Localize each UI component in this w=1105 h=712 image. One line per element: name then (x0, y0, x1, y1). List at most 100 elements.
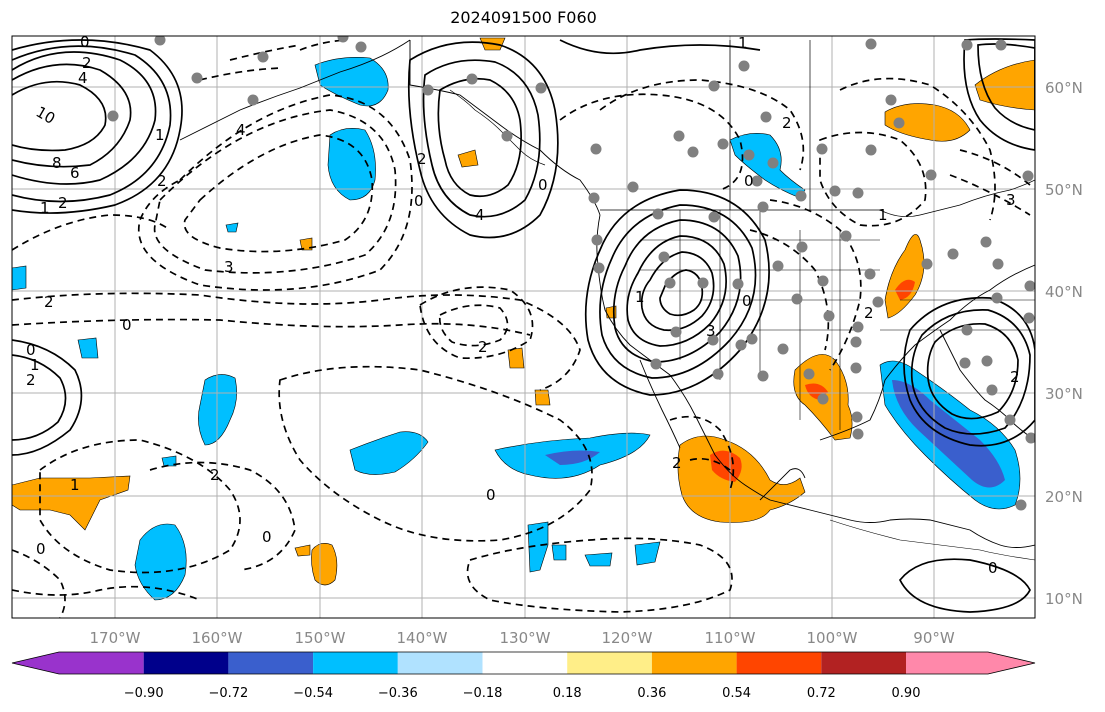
longitude-label: 100°W (807, 629, 858, 647)
contour-label: 2 (672, 454, 682, 472)
latitude-label: 20°N (1045, 488, 1083, 506)
shade-blue (161, 455, 177, 467)
map-content: 0 2 4 10 8 6 2 4 2 1 3 2 0 0 1 2 2 0 4 2… (12, 33, 1035, 618)
map-title: 2024091500 F060 (450, 8, 597, 27)
colorbar-tick-label: 0.36 (637, 686, 666, 701)
latitude-label: 50°N (1045, 181, 1083, 199)
colorbar-segment (397, 652, 483, 674)
longitude-label: 110°W (705, 629, 756, 647)
shade-orange (457, 149, 479, 168)
contour-label: 4 (236, 121, 246, 139)
contour-label: 1 (635, 288, 645, 306)
shade-blue (77, 337, 99, 359)
longitude-label: 150°W (295, 629, 346, 647)
latitude-label: 30°N (1045, 385, 1083, 403)
shade-blue (551, 544, 567, 561)
shade-blue (584, 552, 613, 567)
colorbar-segment (906, 652, 988, 674)
colorbar-tick-label: −0.72 (208, 686, 248, 701)
contour-label: 1 (738, 34, 748, 52)
contour-label: 0 (26, 341, 36, 359)
contour-label: 3 (224, 258, 234, 276)
contour-label: 0 (36, 540, 46, 558)
shade-darkblue (545, 450, 600, 465)
colorbar-tick-label: 0.72 (807, 686, 836, 701)
map-background (12, 36, 1035, 618)
latitude-label: 10°N (1045, 590, 1083, 608)
map-frame (11, 35, 1036, 619)
contour-label: 0 (538, 176, 548, 194)
longitude-label: 120°W (602, 629, 653, 647)
contour-labels: 0 2 4 10 8 6 2 4 2 1 3 2 0 0 1 2 2 0 4 2… (26, 33, 1020, 577)
contour-label: 2 (26, 371, 36, 389)
contour-label: 1 (878, 206, 888, 224)
latitude-labels: 60°N 50°N 40°N 30°N 20°N 10°N (1045, 79, 1083, 608)
contour-label: 0 (742, 292, 752, 310)
contour-label: 4 (78, 69, 88, 87)
longitude-label: 90°W (913, 629, 955, 647)
shade-blue (349, 431, 429, 475)
colorbar-outline (11, 651, 1036, 675)
colorbar-segment (313, 652, 398, 674)
colorbar-tick-label: 0.18 (553, 686, 582, 701)
contour-label: 0 (122, 316, 132, 334)
shade-blue (225, 222, 239, 233)
contour-label: 2 (782, 114, 792, 132)
contour-label: 1 (70, 476, 80, 494)
colorbar-tick-label: −0.18 (463, 686, 503, 701)
station-dots (107, 36, 1035, 511)
colorbar-tick-label: 0.54 (722, 686, 751, 701)
colorbar-tick-label: −0.90 (124, 686, 164, 701)
contour-label: 2 (417, 150, 427, 168)
coastlines (179, 39, 1035, 561)
contour-label: 2 (58, 194, 68, 212)
shade-orange (534, 389, 551, 406)
colorbar-tick-label: −0.36 (378, 686, 418, 701)
longitude-label: 170°W (90, 629, 141, 647)
latitude-label: 40°N (1045, 283, 1083, 301)
shade-orange (299, 237, 313, 251)
contour-label: 0 (414, 192, 424, 210)
colorbar-segment (821, 652, 906, 674)
contour-label: 0 (988, 559, 998, 577)
shade-blue (634, 541, 661, 566)
colorbar-segment (143, 652, 229, 674)
contour-label: 3 (706, 322, 716, 340)
latitude-label: 60°N (1045, 79, 1083, 97)
contour-label: 1 (30, 356, 40, 374)
shade-darkblue (892, 380, 1005, 488)
contour-label: 1 (40, 199, 50, 217)
contour-label: 0 (486, 486, 496, 504)
contour-label: 0 (80, 33, 90, 51)
shade-orange (294, 544, 311, 557)
contour-label: 2 (44, 293, 54, 311)
colorbar-segment (736, 652, 822, 674)
contour-label: 0 (744, 172, 754, 190)
contour-label: 2 (1010, 368, 1020, 386)
contour-label: 2 (478, 338, 488, 356)
contour-label: 0 (262, 528, 272, 546)
longitude-label: 140°W (397, 629, 448, 647)
contour-label: 2 (864, 304, 874, 322)
shade-orange (311, 543, 338, 586)
shade-orange (884, 103, 971, 142)
colorbar-segment (228, 652, 314, 674)
shade-blue (527, 521, 549, 573)
shade-orange (12, 475, 131, 531)
dashed-contours (12, 39, 1031, 618)
longitude-labels: 170°W 160°W 150°W 140°W 130°W 120°W 110°… (90, 629, 955, 647)
colorbar-segment (567, 652, 652, 674)
colorbar: −0.90 −0.72 −0.54 −0.36 −0.18 0.18 0.36 … (11, 651, 1036, 701)
colorbar-segment (651, 652, 737, 674)
shade-red (895, 279, 915, 300)
contour-label: 1 (155, 126, 165, 144)
contour-label: 3 (1006, 191, 1016, 209)
contour-label: 2 (210, 466, 220, 484)
contour-label: 8 (52, 154, 62, 172)
contour-label: 2 (157, 172, 167, 190)
longitude-label: 130°W (500, 629, 551, 647)
colorbar-segment (59, 652, 144, 674)
contour-label: 4 (475, 206, 485, 224)
gridlines (12, 36, 1035, 618)
